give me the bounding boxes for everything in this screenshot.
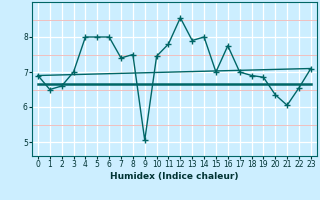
X-axis label: Humidex (Indice chaleur): Humidex (Indice chaleur) xyxy=(110,172,239,181)
